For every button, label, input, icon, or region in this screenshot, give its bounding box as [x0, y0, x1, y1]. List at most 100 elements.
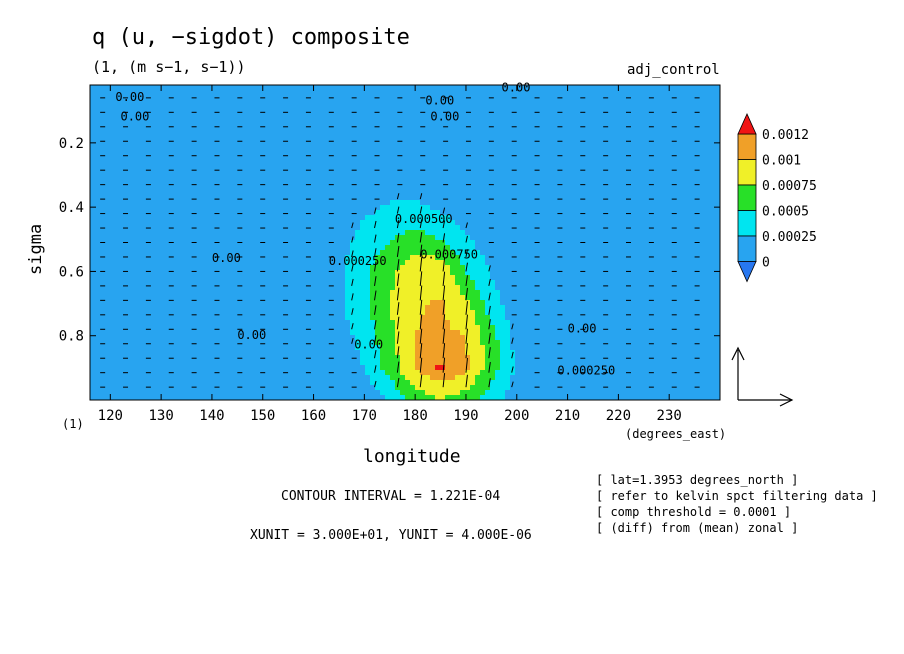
field-cell	[610, 205, 616, 211]
field-cell	[600, 150, 606, 156]
field-cell	[175, 170, 181, 176]
field-cell	[140, 150, 146, 156]
field-cell	[700, 235, 706, 241]
field-cell	[490, 205, 496, 211]
field-cell	[595, 90, 601, 96]
field-cell	[125, 200, 131, 206]
field-cell	[690, 175, 696, 181]
field-cell	[610, 110, 616, 116]
field-cell	[390, 255, 396, 261]
field-cell	[590, 100, 596, 106]
field-cell	[650, 250, 656, 256]
field-cell	[620, 90, 626, 96]
field-cell	[155, 100, 161, 106]
field-cell	[710, 255, 716, 261]
field-cell	[590, 250, 596, 256]
field-cell	[125, 230, 131, 236]
field-cell	[195, 180, 201, 186]
field-cell	[420, 230, 426, 236]
field-cell	[520, 265, 526, 271]
field-cell	[530, 135, 536, 141]
field-cell	[240, 245, 246, 251]
field-cell	[345, 180, 351, 186]
field-cell	[405, 95, 411, 101]
field-cell	[200, 210, 206, 216]
field-cell	[685, 135, 691, 141]
field-cell	[310, 215, 316, 221]
field-cell	[280, 145, 286, 151]
field-cell	[455, 85, 461, 91]
field-cell	[595, 255, 601, 261]
field-cell	[655, 255, 661, 261]
field-cell	[170, 190, 176, 196]
field-cell	[415, 265, 421, 271]
field-cell	[270, 125, 276, 131]
field-cell	[515, 175, 521, 181]
field-cell	[635, 125, 641, 131]
field-cell	[515, 260, 521, 266]
field-cell	[420, 165, 426, 171]
field-cell	[580, 160, 586, 166]
field-cell	[430, 115, 436, 121]
field-cell	[605, 120, 611, 126]
field-cell	[425, 170, 431, 176]
field-cell	[365, 120, 371, 126]
field-cell	[445, 255, 451, 261]
field-cell	[540, 185, 546, 191]
field-cell	[195, 160, 201, 166]
field-cell	[185, 170, 191, 176]
field-cell	[190, 205, 196, 211]
field-cell	[170, 235, 176, 241]
field-cell	[585, 235, 591, 241]
field-cell	[600, 260, 606, 266]
field-cell	[590, 225, 596, 231]
field-cell	[90, 170, 96, 176]
field-cell	[715, 235, 721, 241]
field-cell	[505, 220, 511, 226]
field-cell	[480, 210, 486, 216]
field-cell	[290, 195, 296, 201]
field-cell	[275, 180, 281, 186]
field-cell	[180, 235, 186, 241]
field-cell	[625, 155, 631, 161]
field-cell	[315, 175, 321, 181]
field-cell	[365, 110, 371, 116]
field-cell	[340, 280, 346, 286]
field-cell	[460, 130, 466, 136]
field-cell	[130, 190, 136, 196]
field-cell	[105, 195, 111, 201]
field-cell	[250, 255, 256, 261]
field-cell	[300, 160, 306, 166]
field-cell	[705, 200, 711, 206]
field-cell	[575, 245, 581, 251]
field-cell	[175, 245, 181, 251]
field-cell	[240, 275, 246, 281]
field-cell	[465, 130, 471, 136]
field-cell	[710, 175, 716, 181]
field-cell	[110, 85, 116, 91]
field-cell	[485, 155, 491, 161]
field-cell	[445, 280, 451, 286]
field-cell	[355, 255, 361, 261]
field-cell	[210, 195, 216, 201]
field-cell	[335, 195, 341, 201]
field-cell	[115, 140, 121, 146]
field-cell	[300, 95, 306, 101]
field-cell	[275, 95, 281, 101]
field-cell	[290, 140, 296, 146]
field-cell	[100, 220, 106, 226]
field-cell	[185, 210, 191, 216]
field-cell	[700, 220, 706, 226]
field-cell	[650, 85, 656, 91]
field-cell	[375, 260, 381, 266]
field-cell	[205, 265, 211, 271]
field-cell	[635, 85, 641, 91]
field-cell	[545, 215, 551, 221]
field-cell	[520, 185, 526, 191]
field-cell	[185, 145, 191, 151]
field-cell	[165, 265, 171, 271]
field-cell	[105, 185, 111, 191]
field-cell	[175, 185, 181, 191]
field-cell	[190, 275, 196, 281]
field-cell	[280, 125, 286, 131]
